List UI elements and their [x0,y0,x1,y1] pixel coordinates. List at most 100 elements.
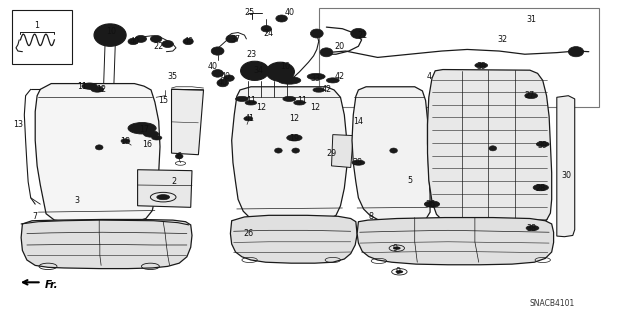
Text: 23: 23 [246,50,257,59]
Ellipse shape [241,61,269,80]
Text: 22: 22 [154,42,164,51]
Ellipse shape [307,73,325,80]
Text: 5: 5 [407,176,412,185]
Text: 28: 28 [536,184,546,193]
Text: 3: 3 [74,197,79,205]
Text: 39: 39 [538,141,548,150]
Ellipse shape [217,79,228,87]
Text: 1: 1 [35,21,40,30]
Ellipse shape [287,98,292,100]
Ellipse shape [287,135,302,141]
Ellipse shape [525,93,538,99]
Text: 13: 13 [13,120,23,129]
Text: 35: 35 [168,72,178,81]
Ellipse shape [175,154,183,159]
Text: 12: 12 [256,103,266,112]
Ellipse shape [162,41,173,48]
Ellipse shape [150,35,162,42]
Text: 9: 9 [396,267,401,276]
Text: 14: 14 [353,117,364,126]
Ellipse shape [91,86,104,92]
Text: 9: 9 [393,244,398,253]
Ellipse shape [351,28,366,39]
Text: 26: 26 [243,229,253,238]
Text: 40: 40 [129,37,140,46]
Text: 10: 10 [280,63,290,71]
Ellipse shape [291,136,298,139]
Text: 8: 8 [369,212,374,221]
Ellipse shape [128,38,138,45]
Text: 19: 19 [289,134,300,143]
Ellipse shape [276,15,287,22]
Ellipse shape [224,75,234,81]
Polygon shape [232,87,347,223]
Ellipse shape [489,146,497,151]
Ellipse shape [212,70,223,77]
Text: 15: 15 [158,96,168,105]
Text: 29: 29 [326,149,337,158]
Ellipse shape [136,126,148,131]
Text: 41: 41 [244,114,255,123]
Text: 40: 40 [284,8,294,17]
Text: 18: 18 [120,137,131,146]
Ellipse shape [261,26,271,32]
Ellipse shape [121,139,130,143]
Text: 42: 42 [321,85,332,94]
Text: 40: 40 [184,37,194,46]
Text: 37: 37 [230,35,241,44]
Text: SNACB4101: SNACB4101 [529,299,574,308]
Polygon shape [332,135,353,167]
Ellipse shape [275,148,282,153]
Ellipse shape [393,247,401,250]
Text: 16: 16 [142,140,152,149]
Ellipse shape [154,37,159,41]
Polygon shape [557,96,575,237]
Ellipse shape [152,136,162,140]
Text: 11: 11 [77,82,87,91]
Polygon shape [428,70,552,226]
Ellipse shape [245,100,257,105]
Text: 31: 31 [526,15,536,24]
Ellipse shape [211,47,224,55]
Ellipse shape [526,226,539,231]
Ellipse shape [294,100,305,105]
Bar [12,10,72,64]
Ellipse shape [183,38,193,45]
Ellipse shape [424,201,440,207]
Ellipse shape [94,24,126,46]
Text: 27: 27 [525,91,535,100]
Text: 32: 32 [497,35,508,44]
Polygon shape [172,89,204,155]
Ellipse shape [313,88,324,92]
Text: 33: 33 [310,74,321,83]
Text: 38: 38 [352,158,362,167]
Ellipse shape [135,35,147,42]
Text: 12: 12 [310,103,320,112]
Text: 30: 30 [561,171,572,180]
Ellipse shape [310,29,323,38]
Text: 40: 40 [220,72,230,81]
Text: 42: 42 [334,72,344,81]
Ellipse shape [326,78,339,83]
Ellipse shape [352,160,365,165]
Ellipse shape [266,62,294,81]
Ellipse shape [396,270,403,273]
Polygon shape [357,218,554,265]
Text: 20: 20 [334,42,344,51]
Text: 40: 40 [207,63,218,71]
Ellipse shape [143,131,159,137]
Ellipse shape [536,142,549,147]
Polygon shape [35,84,160,223]
Text: 6: 6 [177,152,182,161]
Text: 39: 39 [476,62,486,70]
Text: 40: 40 [218,78,228,87]
Ellipse shape [138,37,143,41]
Text: 2: 2 [172,177,177,186]
Ellipse shape [292,148,300,153]
Polygon shape [352,87,430,223]
Bar [319,8,599,107]
Text: 21: 21 [357,31,367,40]
Ellipse shape [95,145,103,150]
Text: 11: 11 [246,96,256,105]
Text: 17: 17 [139,125,149,134]
